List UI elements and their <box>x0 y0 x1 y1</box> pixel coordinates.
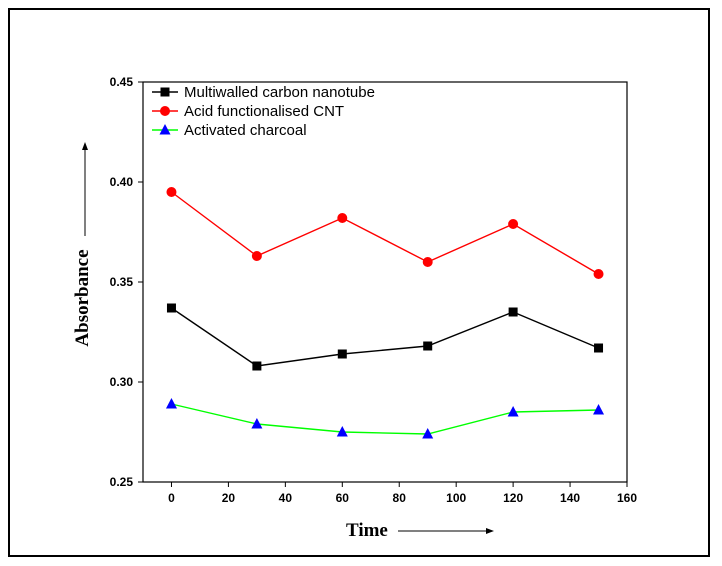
x-tick-label: 0 <box>168 491 175 505</box>
x-axis-title: Time <box>346 520 388 541</box>
legend-item-1: Acid functionalised CNT <box>152 103 344 120</box>
series-line <box>171 403 599 435</box>
x-tick-label: 100 <box>446 491 466 505</box>
x-tick-label: 160 <box>617 491 637 505</box>
x-tick-label: 120 <box>503 491 523 505</box>
series-1 <box>166 187 604 279</box>
legend-label: Multiwalled carbon nanotube <box>184 84 375 101</box>
y-axis-arrow-head <box>82 142 88 150</box>
legend-label: Acid functionalised CNT <box>184 103 344 120</box>
y-axis-title: Absorbance <box>72 249 93 346</box>
y-tick-label: 0.25 <box>110 475 134 489</box>
x-axis-arrow-head <box>486 528 494 534</box>
data-point <box>507 406 519 417</box>
series-0 <box>166 303 604 371</box>
plot-area-frame <box>142 81 628 483</box>
data-point <box>508 307 518 317</box>
data-point <box>251 251 262 261</box>
legend-marker <box>160 106 170 116</box>
y-tick-label: 0.35 <box>110 275 134 289</box>
data-point <box>422 257 433 267</box>
y-tick-label: 0.30 <box>110 375 134 389</box>
legend-marker <box>160 87 170 97</box>
series-2 <box>165 398 605 439</box>
data-point <box>423 341 433 351</box>
data-point <box>337 349 347 359</box>
series-line <box>171 307 599 367</box>
x-tick-label: 40 <box>279 491 293 505</box>
data-point <box>166 187 177 197</box>
data-point <box>593 269 604 279</box>
legend-item-0: Multiwalled carbon nanotube <box>152 84 375 101</box>
legend-marker <box>159 124 171 135</box>
x-tick-label: 20 <box>222 491 236 505</box>
data-point <box>594 343 604 353</box>
x-tick-label: 140 <box>560 491 580 505</box>
x-tick-label: 60 <box>336 491 350 505</box>
data-point <box>422 428 434 439</box>
data-point <box>593 404 605 415</box>
series-line <box>171 191 599 275</box>
data-point <box>165 398 177 409</box>
data-point <box>337 213 348 223</box>
data-point <box>252 361 262 371</box>
data-point <box>166 303 176 313</box>
y-tick-label: 0.45 <box>110 75 134 89</box>
legend-item-2: Activated charcoal <box>152 122 307 139</box>
figure-frame <box>8 8 710 557</box>
x-tick-label: 80 <box>393 491 407 505</box>
data-point <box>336 426 348 437</box>
y-tick-label: 0.40 <box>110 175 134 189</box>
data-point <box>508 219 519 229</box>
legend-label: Activated charcoal <box>184 122 307 139</box>
data-point <box>251 418 263 429</box>
